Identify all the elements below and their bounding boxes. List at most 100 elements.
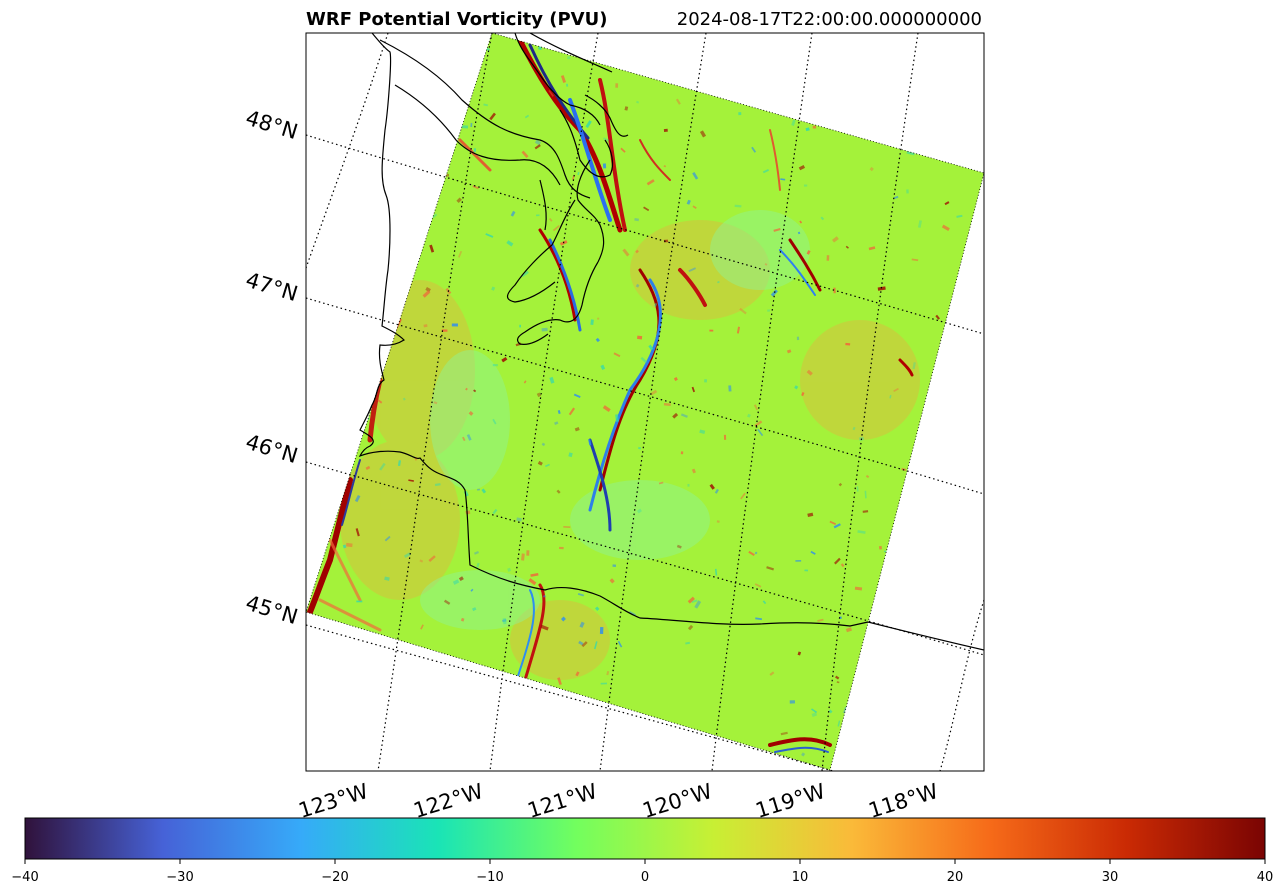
pv-speckle	[964, 359, 970, 363]
pv-speckle	[663, 402, 671, 407]
pv-speckle	[552, 224, 560, 232]
pv-speckle	[360, 328, 365, 333]
pv-speckle	[928, 739, 932, 744]
pv-speckle	[769, 671, 775, 676]
pv-speckle	[486, 47, 490, 51]
pv-speckle	[443, 599, 451, 605]
pv-speckle	[615, 83, 619, 88]
pv-speckle	[717, 280, 720, 284]
pv-speckle	[942, 140, 946, 147]
pv-speckle	[817, 618, 824, 622]
pv-speckle	[384, 576, 390, 581]
pv-speckle	[845, 245, 849, 249]
pv-speckle	[396, 151, 401, 156]
colorbar-tick-label: 20	[947, 870, 964, 885]
pv-speckle	[498, 731, 502, 736]
pv-speckle	[560, 616, 566, 622]
pv-speckle	[542, 594, 546, 598]
pv-speckle	[319, 446, 326, 452]
pv-speckle	[734, 204, 742, 208]
pv-speckle	[799, 220, 803, 224]
pv-speckle	[801, 392, 805, 397]
pv-speckle	[566, 83, 569, 87]
pv-speckle	[359, 641, 363, 645]
pv-speckle	[506, 240, 514, 247]
pv-speckle	[687, 596, 695, 604]
pv-speckle	[606, 670, 610, 676]
pv-speckle	[313, 634, 320, 638]
pv-speckle	[424, 731, 430, 740]
pv-speckle	[524, 114, 530, 119]
pv-speckle	[870, 752, 874, 755]
pv-speckle	[691, 599, 698, 604]
lat-label: 46°N	[243, 430, 301, 468]
pv-speckle	[356, 600, 363, 603]
pv-speckle	[648, 344, 654, 351]
pv-speckle	[574, 427, 580, 432]
pv-speckle	[470, 122, 473, 128]
pv-speckle	[807, 512, 814, 517]
pv-speckle	[431, 81, 438, 87]
pv-speckle	[377, 739, 382, 747]
pv-speckle	[675, 98, 681, 105]
pv-speckle	[369, 131, 372, 135]
pv-speckle	[337, 42, 341, 47]
colorbar-fill	[24, 817, 1266, 860]
pv-speckle	[432, 57, 439, 62]
map-gridlines	[306, 33, 984, 771]
pv-speckle	[423, 324, 428, 328]
pv-speckle	[600, 364, 606, 370]
pv-speckle	[548, 89, 554, 97]
pv-speckle	[485, 233, 494, 238]
pv-speckle	[799, 106, 805, 112]
pv-speckle	[636, 508, 642, 514]
pv-speckle	[747, 413, 751, 418]
pv-speckle	[567, 56, 571, 60]
pv-speckle	[508, 733, 515, 736]
pv-speckle	[617, 640, 623, 648]
pv-speckle	[714, 568, 718, 576]
pv-speckle	[843, 78, 847, 85]
pv-speckle	[789, 700, 796, 704]
pv-speckle	[428, 555, 436, 563]
pv-speckle	[404, 713, 408, 716]
pv-speckle	[922, 47, 928, 52]
colorbar-tick-label: −30	[166, 870, 193, 885]
pv-speckle	[911, 258, 919, 262]
lon-label: 121°W	[525, 779, 600, 823]
pv-speckle	[645, 739, 648, 743]
pv-speckle	[796, 336, 800, 341]
pv-speckle	[680, 413, 688, 418]
pv-speckle	[537, 460, 543, 466]
pv-speckle	[325, 61, 335, 69]
pv-speckle	[834, 557, 841, 565]
pv-speckle	[860, 704, 864, 709]
lon-label: 123°W	[296, 779, 371, 823]
pv-speckle	[963, 442, 966, 449]
pv-speckle	[590, 319, 594, 326]
pv-speckle	[579, 621, 585, 628]
pv-speckle	[923, 33, 929, 39]
pv-speckle	[680, 451, 684, 455]
pv-speckle	[640, 356, 648, 364]
pv-speckle	[474, 550, 480, 555]
pv-speckle	[491, 286, 496, 291]
pv-speckle	[754, 551, 758, 555]
pv-speckle	[780, 178, 786, 181]
pv-speckle	[431, 213, 438, 219]
map-title: WRF Potential Vorticity (PVU)	[306, 9, 607, 30]
pv-speckle	[716, 520, 720, 523]
pv-speckle	[857, 530, 866, 534]
pv-speckle	[942, 751, 947, 757]
pv-speckle	[597, 317, 600, 320]
pv-speckle	[575, 671, 580, 677]
pv-speckle	[791, 119, 796, 126]
pv-speckle	[936, 554, 942, 560]
pv-speckle	[536, 392, 542, 398]
pv-speckle	[521, 553, 525, 561]
domain-outline	[306, 33, 984, 771]
pv-speckle	[326, 351, 333, 355]
pv-speckle	[878, 545, 882, 550]
pv-speckle	[975, 44, 981, 48]
